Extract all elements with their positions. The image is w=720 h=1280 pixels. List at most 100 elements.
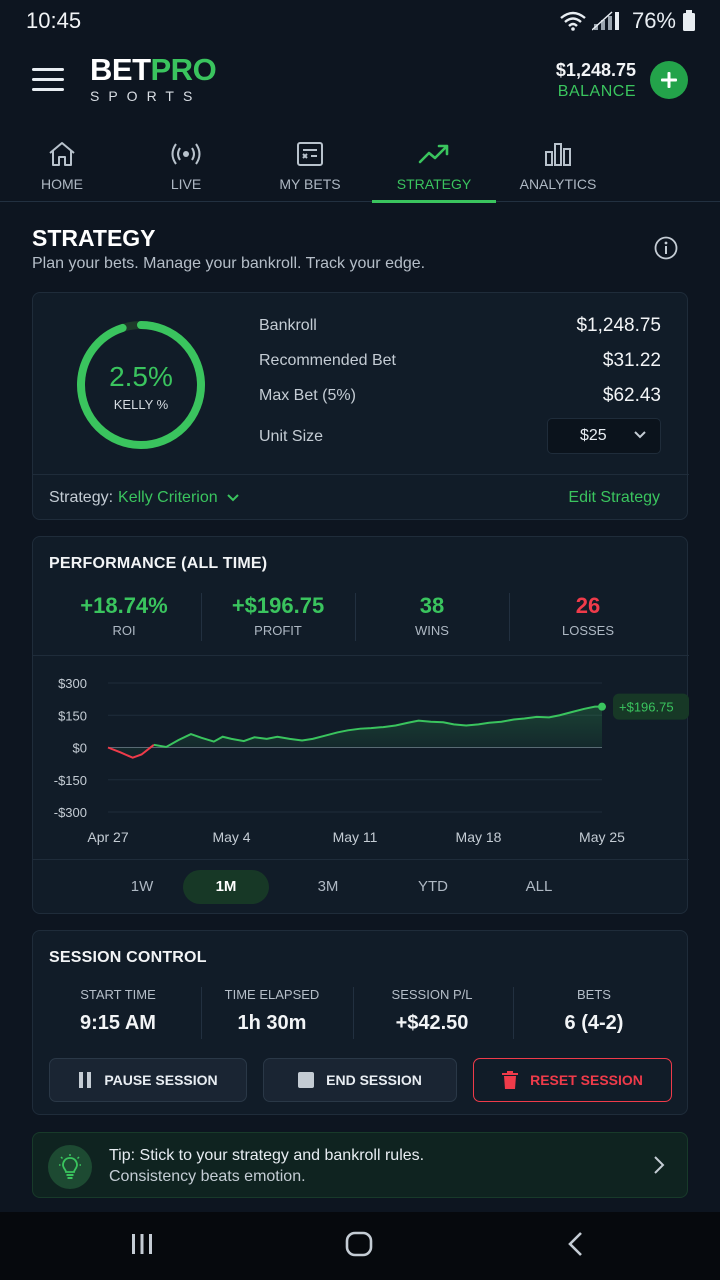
trending-up-icon [418,144,449,164]
kelly-label: KELLY % [113,397,169,412]
recent-apps-icon[interactable] [128,1230,156,1258]
plus-icon [661,72,677,88]
system-nav-bar [0,1212,720,1280]
performance-title: PERFORMANCE (ALL TIME) [49,555,268,572]
kelly-value: 2.5% [109,361,173,392]
stat-divider [355,593,356,641]
strategy-selector[interactable]: Strategy: Kelly Criterion [49,489,239,507]
edit-strategy-link[interactable]: Edit Strategy [568,489,660,506]
tip-line-2: Consistency beats emotion. [109,1168,306,1185]
recommended-bet-row: Recommended Bet $31.22 [259,348,661,378]
unit-size-select[interactable]: $25 [547,418,661,454]
start-time-label: START TIME [80,987,156,1002]
roi-label: ROI [112,623,136,638]
session-pl-col: SESSION P/L +$42.50 [357,987,507,1035]
roi-value: +18.74% [80,593,168,618]
stat-divider [201,593,202,641]
x-tick-label: May 18 [456,829,502,845]
tab-analytics[interactable]: ANALYTICS [496,132,620,202]
performance-card: PERFORMANCE (ALL TIME) +18.74% ROI +$196… [32,536,689,914]
session-pl-value: +$42.50 [395,1012,469,1034]
back-icon[interactable] [564,1230,588,1258]
range-all-button[interactable]: ALL [525,878,553,895]
balance-amount: $1,248.75 [555,60,636,80]
pause-session-button[interactable]: PAUSE SESSION [49,1058,247,1102]
home-icon [49,142,75,166]
tab-analytics-label: ANALYTICS [519,176,597,192]
max-bet-value: $62.43 [602,385,661,406]
recommended-bet-value: $31.22 [602,350,661,371]
y-tick-label: -$150 [54,773,87,788]
tab-strategy[interactable]: STRATEGY [372,132,496,203]
stat-divider [201,987,202,1039]
lightbulb-icon [48,1145,92,1189]
tab-live[interactable]: LIVE [124,132,248,202]
add-funds-button[interactable] [650,61,688,99]
app-header: BETPRO SPORTS $1,248.75 BALANCE [0,50,720,114]
range-3m-button[interactable]: 3M [317,878,339,895]
time-elapsed-value: 1h 30m [237,1012,307,1034]
strategy-label: Strategy: [49,489,114,506]
bankroll-card: 2.5% KELLY % Bankroll $1,248.75 Recommen… [32,292,689,520]
range-ytd-button[interactable]: YTD [418,878,448,895]
strategy-value: Kelly Criterion [118,489,218,506]
battery-percent: 76% [631,8,676,33]
wins-label: WINS [415,623,449,638]
brand-logo[interactable]: BETPRO SPORTS [90,52,217,105]
info-icon[interactable] [654,236,678,260]
tab-strategy-label: STRATEGY [396,176,472,192]
wins-stat: 38 WINS [355,593,509,643]
pause-session-label: PAUSE SESSION [104,1072,218,1088]
signal-icon [591,11,619,31]
profit-area [108,706,602,758]
end-value-label: +$196.75 [619,700,674,715]
y-tick-label: $150 [58,708,87,723]
home-button-icon[interactable] [344,1230,374,1258]
logo-sub: SPORTS [90,88,202,104]
bankroll-value: $1,248.75 [576,315,661,336]
stop-icon [298,1072,315,1088]
start-time-col: START TIME 9:15 AM [43,987,193,1035]
reset-session-button[interactable]: RESET SESSION [473,1058,672,1102]
max-bet-row: Max Bet (5%) $62.43 [259,383,661,413]
end-session-label: END SESSION [326,1072,422,1088]
loss-line [107,744,155,759]
time-elapsed-label: TIME ELAPSED [224,987,320,1002]
tab-my-bets-label: MY BETS [279,176,341,192]
tab-home-label: HOME [41,176,83,192]
card-divider [33,474,689,475]
menu-icon[interactable] [32,68,64,92]
y-tick-label: $300 [58,676,87,691]
profit-line [153,705,602,749]
roi-stat: +18.74% ROI [47,593,201,643]
recommended-bet-label: Recommended Bet [259,352,396,369]
tip-line-1: Tip: Stick to your strategy and bankroll… [109,1147,425,1164]
battery-icon [683,10,695,31]
logo-bet: BET [90,52,151,87]
status-icons: 76% [560,8,696,34]
y-tick-label: $0 [73,741,87,756]
range-1w-button[interactable]: 1W [130,878,154,895]
tab-home[interactable]: HOME [0,132,124,202]
end-session-button[interactable]: END SESSION [263,1058,457,1102]
stat-divider [509,593,510,641]
profit-value: +$196.75 [231,593,325,618]
session-pl-label: SESSION P/L [391,987,473,1002]
end-value-badge [613,693,689,720]
range-1m-button[interactable]: 1M [183,870,269,904]
profit-stat: +$196.75 PROFIT [201,593,355,643]
bets-value: 6 (4-2) [564,1012,624,1034]
page-title: STRATEGY [32,225,156,251]
tip-banner[interactable]: Tip: Stick to your strategy and bankroll… [32,1132,688,1198]
start-time-value: 9:15 AM [80,1012,156,1034]
chevron-down-icon [226,494,239,502]
page-subtitle: Plan your bets. Manage your bankroll. Tr… [32,255,426,272]
x-tick-label: May 25 [579,829,625,845]
session-title: SESSION CONTROL [49,949,207,966]
tab-my-bets[interactable]: MY BETS [248,132,372,202]
chevron-right-icon [654,1156,665,1174]
max-bet-label: Max Bet (5%) [259,387,356,404]
kelly-ring-graphic [77,321,205,449]
range-selector: 1W 1M 3M YTD ALL [33,859,689,913]
